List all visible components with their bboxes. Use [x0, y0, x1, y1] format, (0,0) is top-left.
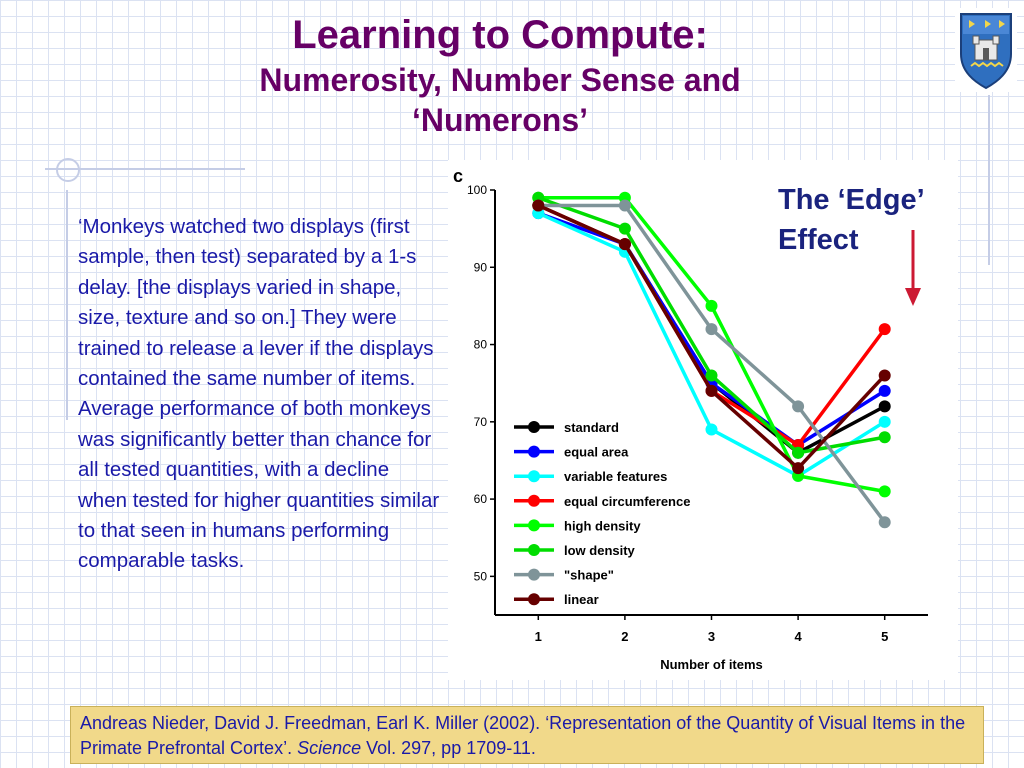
decorative-right-line — [988, 95, 990, 265]
edge-effect-line2: Effect — [778, 224, 859, 256]
decorative-circle — [56, 158, 80, 182]
slide-title: Learning to Compute: — [292, 13, 708, 57]
legend-label: variable features — [564, 469, 667, 484]
slide-subtitle-line2: ‘Numerons’ — [411, 102, 589, 138]
edge-effect-line1: The ‘Edge’ — [778, 184, 925, 216]
citation-box: Andreas Nieder, David J. Freedman, Earl … — [70, 706, 984, 764]
citation-text-part1: Andreas Nieder, David J. Freedman, Earl … — [80, 713, 966, 758]
legend-swatch-marker — [528, 568, 540, 581]
legend-swatch-marker — [528, 494, 540, 507]
legend-label: high density — [564, 518, 641, 533]
decorative-horizontal-line — [45, 168, 245, 170]
y-tick-label: 100 — [467, 183, 487, 197]
x-tick-label: 3 — [708, 629, 715, 644]
data-point — [705, 423, 718, 436]
data-point — [878, 516, 891, 529]
data-point — [705, 384, 718, 397]
edge-effect-label: The ‘Edge’ Effect — [778, 180, 925, 260]
legend-swatch-marker — [528, 445, 540, 458]
x-tick-label: 1 — [535, 629, 542, 644]
data-point — [705, 369, 718, 382]
x-tick-label: 5 — [881, 629, 888, 644]
legend-label: standard — [564, 420, 619, 435]
legend-label: low density — [564, 543, 636, 558]
legend-swatch-marker — [528, 593, 540, 606]
legend-label: linear — [564, 592, 599, 607]
data-point — [792, 400, 805, 413]
citation-journal: Science — [297, 738, 362, 758]
citation-text-part2: Vol. 297, pp 1709-11. — [361, 738, 536, 758]
y-tick-label: 90 — [474, 260, 488, 274]
edge-effect-arrow — [905, 230, 921, 306]
body-paragraph: ‘Monkeys watched two displays (first sam… — [78, 215, 440, 573]
chart-panel: c 50 60 70 80 90 100 1 2 3 4 5 Number of items standa… — [448, 160, 958, 680]
data-point — [618, 222, 631, 235]
legend-swatch-marker — [528, 421, 540, 433]
data-point — [705, 323, 718, 336]
decorative-vertical-line — [66, 190, 68, 420]
y-tick-label: 80 — [474, 338, 488, 352]
legend-swatch-marker — [528, 470, 540, 483]
data-point — [618, 199, 631, 212]
data-point — [878, 415, 891, 428]
legend-label: equal circumference — [564, 494, 690, 509]
x-tick-label: 2 — [621, 629, 628, 644]
y-tick-label: 70 — [474, 415, 488, 429]
y-tick-label: 60 — [474, 492, 488, 506]
x-axis-label: Number of items — [660, 657, 763, 672]
data-point — [618, 238, 631, 251]
data-point — [532, 199, 545, 212]
data-point — [878, 485, 891, 498]
slide-title-block: Learning to Compute: Numerosity, Number … — [150, 10, 850, 140]
panel-label: c — [453, 166, 463, 186]
data-point — [792, 462, 805, 475]
data-point — [878, 369, 891, 382]
x-tick-label: 4 — [794, 629, 802, 644]
data-point — [878, 384, 891, 397]
data-point — [878, 400, 891, 413]
legend-label: equal area — [564, 445, 629, 460]
legend-swatch-marker — [528, 544, 540, 556]
data-point — [878, 323, 891, 336]
legend-swatch-marker — [528, 519, 540, 532]
university-crest-logo — [955, 8, 1017, 92]
slide-subtitle-line1: Numerosity, Number Sense and — [259, 62, 741, 98]
y-tick-label: 50 — [474, 569, 488, 583]
data-point — [792, 446, 805, 459]
performance-line-chart: c 50 60 70 80 90 100 1 2 3 4 5 Number of items standa… — [453, 166, 928, 672]
legend-label: "shape" — [564, 568, 614, 583]
data-point — [705, 299, 718, 312]
data-point — [878, 431, 891, 444]
